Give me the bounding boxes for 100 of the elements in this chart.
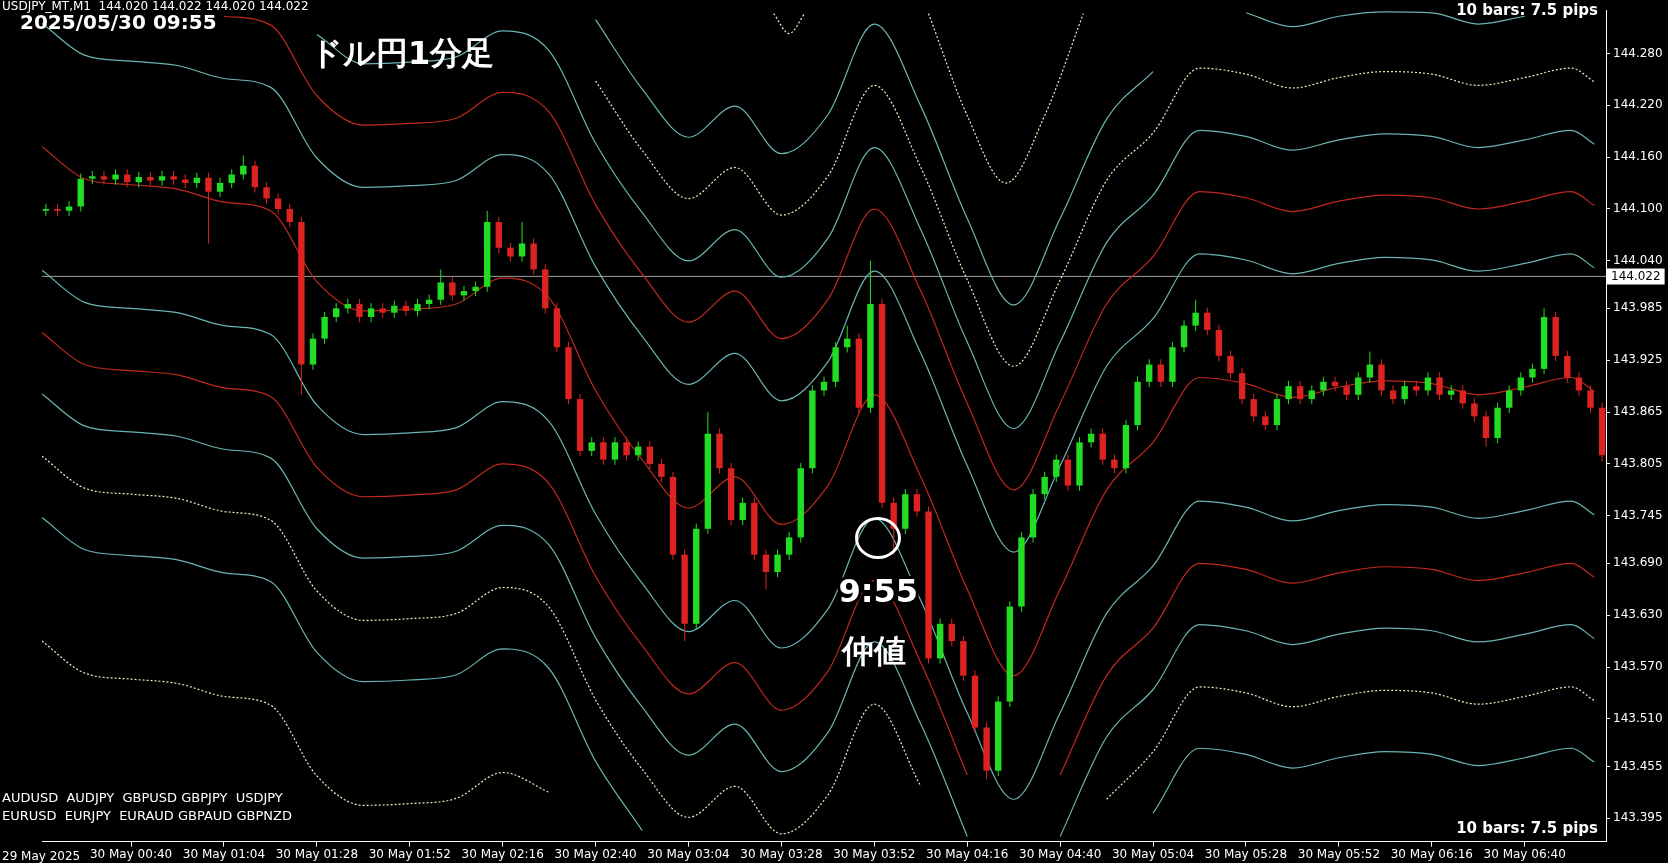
candlestick [1587,384,1594,414]
candlestick [1111,453,1118,474]
candlestick [1053,453,1060,483]
candlestick [948,618,955,647]
x-tick-label: 30 May 01:04 [182,846,266,861]
candlestick [251,160,259,194]
candlestick [437,268,444,306]
x-tick-label: 30 May 05:28 [1204,846,1288,861]
candlestick [600,436,607,466]
y-tick-label: 144.100 [1613,201,1663,216]
y-tick-label: 143.985 [1613,300,1663,315]
candlestick [367,302,375,323]
candlestick [402,300,410,317]
y-tick-label: 143.690 [1613,555,1663,570]
candlestick [507,242,514,263]
candlestick [193,172,201,189]
x-tick-label: 30 May 02:40 [554,846,637,861]
candlestick [1262,410,1269,431]
candlestick [1401,380,1408,405]
candlestick [100,170,108,186]
candlestick [1389,384,1397,405]
candlestick [1482,410,1490,448]
x-tick-label: 30 May 03:04 [647,846,730,861]
candlestick [739,497,746,526]
candlestick [1355,371,1362,401]
candlestick [913,488,921,518]
x-tick-label: 30 May 04:40 [1019,846,1102,861]
y-tick-label: 143.395 [1613,810,1663,825]
candlestick [611,436,619,466]
candlestick [1343,380,1350,401]
candlestick [1041,471,1048,500]
candlestick [449,276,456,302]
candlestick [356,298,363,323]
candlestick [785,531,793,561]
candlestick [518,221,526,263]
x-tick-label: 30 May 05:04 [1111,846,1195,861]
candlestick [216,177,224,198]
candlestick [321,311,328,345]
candlestick [623,436,630,461]
candlestick [42,203,50,217]
line-series [316,30,1595,430]
annotation: 10 bars: 7.5 pips [1456,818,1598,837]
candlestick [1564,350,1571,384]
candlestick [65,200,73,217]
x-tick-label: 30 May 05:52 [1297,846,1381,861]
candlestick [1227,350,1234,379]
annotation: USDJPY_MT,M1 144.020 144.022 144.020 144.022 [2,0,309,13]
candlestick [762,548,770,590]
candlestick [588,436,595,457]
y-tick-label: 143.745 [1613,507,1663,522]
y-tick-label: 143.455 [1613,758,1663,773]
candlestick [1296,380,1304,405]
y-tick-label: 143.925 [1613,352,1663,367]
y-tick-label: 143.510 [1613,711,1663,725]
y-tick-label: 144.280 [1613,45,1663,60]
x-tick-label: 30 May 01:28 [275,846,359,861]
candlestick [1285,380,1292,405]
candlestick [333,302,340,323]
candlestick [205,172,212,245]
x-tick-label: 30 May 04:16 [926,846,1009,861]
y-tick-label: 144.040 [1613,252,1663,267]
candlestick [1436,371,1443,401]
candlestick [1320,376,1327,397]
annotation: EURUSD EURJPY EURAUD GBPAUD GBPNZD [2,807,292,823]
candlestick [658,458,665,483]
y-tick-label: 143.865 [1613,404,1663,419]
candlestick [1459,384,1466,410]
candlestick [1204,307,1211,336]
candlestick [228,168,235,189]
x-tick-label: 30 May 03:28 [740,846,823,861]
candlestick [1506,384,1513,414]
candlestick [240,154,247,181]
candlestick [1192,299,1199,332]
annotation: AUDUSD AUDJPY GBPUSD GBPJPY USDJPY [2,789,283,805]
candlestick [1145,358,1153,388]
x-tick-label: 30 May 03:52 [833,846,916,861]
line-series [42,146,1595,677]
x-tick-label: 30 May 00:40 [89,846,173,861]
candlestick [1471,397,1478,423]
y-tick-label: 143.570 [1613,659,1663,674]
candlestick [286,203,293,228]
candlestick [274,192,282,215]
candlestick [1157,358,1164,388]
text: 29 May 2025 [2,848,81,863]
y-tick-label: 144.160 [1613,149,1663,164]
ref-line-label: 144.022 [1611,268,1661,283]
x-tick-label: 30 May 01:52 [368,846,451,861]
y-tick-label: 143.630 [1613,607,1663,622]
candlestick [1529,363,1536,384]
candlestick [774,548,781,578]
candlestick [1447,384,1455,401]
candlestick [646,440,653,470]
candlestick [1308,384,1315,405]
y-tick-label: 143.805 [1613,456,1663,471]
candlestick [123,168,131,188]
annotation: 10 bars: 7.5 pips [1456,1,1598,19]
candlestick [1366,351,1374,384]
line-series [594,67,1595,367]
candlestick [1180,319,1188,353]
candlestick [263,181,270,205]
